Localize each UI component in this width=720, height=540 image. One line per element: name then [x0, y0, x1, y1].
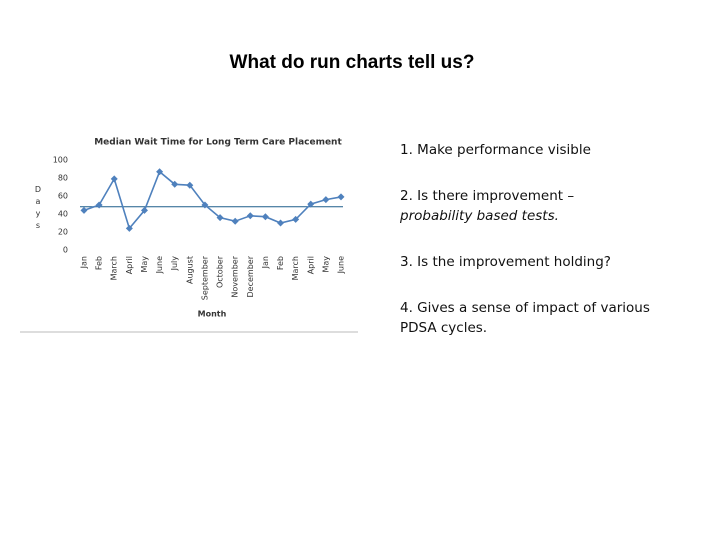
data-point: [201, 201, 209, 209]
data-point: [110, 175, 118, 183]
data-point: [140, 206, 148, 214]
data-point: [337, 193, 345, 201]
point-text: 4. Gives a sense of impact of various PD…: [400, 300, 650, 336]
x-tick-label: October: [216, 255, 225, 288]
y-tick-label: 80: [58, 174, 68, 183]
data-point: [125, 224, 133, 232]
y-tick-label: 60: [58, 192, 68, 201]
data-point: [277, 219, 285, 227]
series-line: [83, 170, 342, 231]
slide-title: What do run charts tell us?: [229, 52, 475, 73]
data-point: [292, 215, 300, 223]
data-point: [322, 196, 330, 204]
x-tick-label: May: [140, 256, 149, 273]
x-tick-label: December: [246, 255, 255, 297]
x-tick-label: Feb: [276, 256, 285, 270]
data-point: [95, 201, 103, 209]
y-axis-label: Days: [34, 185, 43, 233]
x-tick-label: November: [231, 255, 240, 297]
data-point: [156, 168, 164, 176]
x-tick-label: April: [306, 256, 315, 274]
data-point: [80, 206, 88, 214]
y-tick-label: 40: [58, 210, 68, 219]
x-tick-label: April: [125, 256, 134, 274]
point-text: 1. Make performance visible: [400, 142, 591, 158]
data-point: [307, 200, 315, 208]
chart-title: Median Wait Time for Long Term Care Plac…: [94, 138, 342, 148]
x-tick-label: June: [337, 256, 346, 275]
point: 1. Make performance visible: [400, 140, 685, 160]
data-point: [186, 181, 194, 189]
x-axis-label: Month: [198, 310, 227, 319]
data-point: [246, 212, 254, 220]
point-emphasis: probability based tests.: [400, 208, 559, 224]
data-point: [216, 214, 224, 222]
x-tick-label: May: [321, 256, 330, 273]
point-text: 3. Is the improvement holding?: [400, 254, 611, 270]
data-point: [171, 180, 179, 188]
x-tick-label: July: [170, 256, 179, 272]
x-tick-label: August: [185, 256, 194, 284]
y-tick-label: 20: [58, 228, 68, 237]
point: 4. Gives a sense of impact of various PD…: [400, 298, 685, 338]
point-list: 1. Make performance visible 2. Is there …: [400, 140, 685, 364]
x-tick-label: Feb: [95, 256, 104, 270]
data-point: [231, 217, 239, 225]
y-tick-label: 0: [63, 246, 68, 255]
x-tick-label: Jan: [261, 256, 270, 269]
x-tick-label: June: [155, 256, 164, 275]
point-text: 2. Is there improvement –: [400, 188, 575, 204]
point: 2. Is there improvement – probability bas…: [400, 186, 685, 226]
x-tick-label: March: [291, 256, 300, 280]
point: 3. Is the improvement holding?: [400, 252, 685, 272]
x-tick-label: September: [200, 255, 209, 300]
y-tick-label: 100: [53, 156, 68, 165]
x-tick-label: Jan: [80, 256, 89, 269]
data-point: [261, 213, 269, 221]
x-tick-label: March: [110, 256, 119, 280]
